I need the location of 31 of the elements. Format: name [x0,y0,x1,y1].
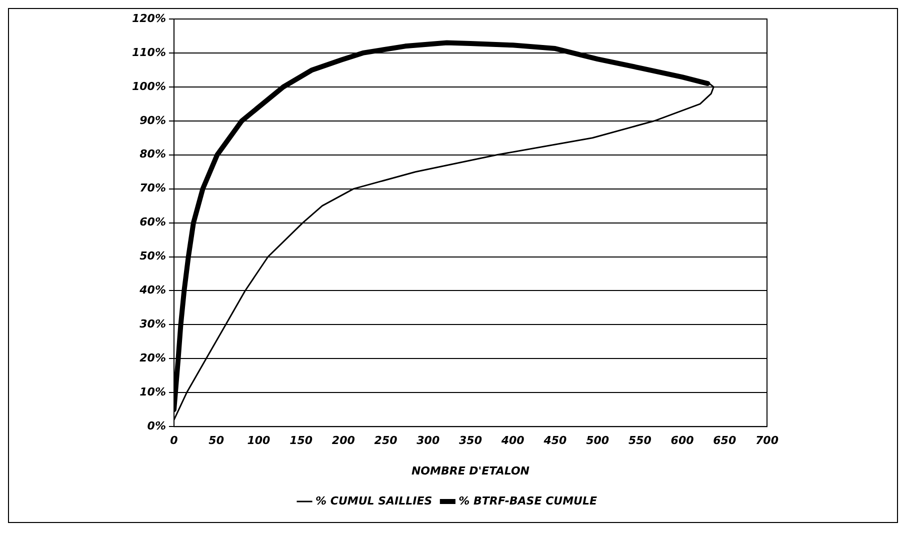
y-tick-label: 40% [138,284,166,297]
legend-label: % BTRF-BASE CUMULE [458,494,598,508]
y-tick-label: 80% [140,148,166,161]
x-tick-label: 100 [247,434,271,448]
y-tick-label: 100% [132,80,166,93]
y-tick-label: 60% [140,216,166,229]
x-tick-label: 300 [416,434,440,448]
x-tick-label: 500 [586,434,610,448]
y-tick-label: 120% [132,12,166,25]
legend-label: % CUMUL SAILLIES [316,494,432,508]
y-tick-label: 10% [140,385,166,398]
x-tick-label: 650 [713,434,736,448]
x-tick-label: 550 [628,434,652,448]
x-tick-label: 450 [542,434,568,448]
x-tick-label: 700 [756,434,779,448]
x-axis-title: NOMBRE D'ETALON [411,464,530,478]
y-tick-label: 70% [140,182,166,195]
x-tick-label: 150 [290,434,313,448]
y-tick-label: 0% [147,419,166,432]
x-tick-label: 350 [459,434,482,448]
x-tick-label: 600 [670,434,694,448]
x-tick-label: 200 [332,434,356,448]
x-tick-label: 400 [500,434,525,448]
y-tick-label: 50% [140,250,166,263]
x-tick-label: 250 [374,434,398,448]
y-tick-label: 90% [140,114,166,127]
x-tick-label: 50 [208,434,224,448]
y-tick-label: 20% [140,352,166,365]
y-tick-label: 30% [140,318,166,331]
y-tick-label: 110% [132,46,166,59]
x-tick-label: 0 [170,434,178,448]
